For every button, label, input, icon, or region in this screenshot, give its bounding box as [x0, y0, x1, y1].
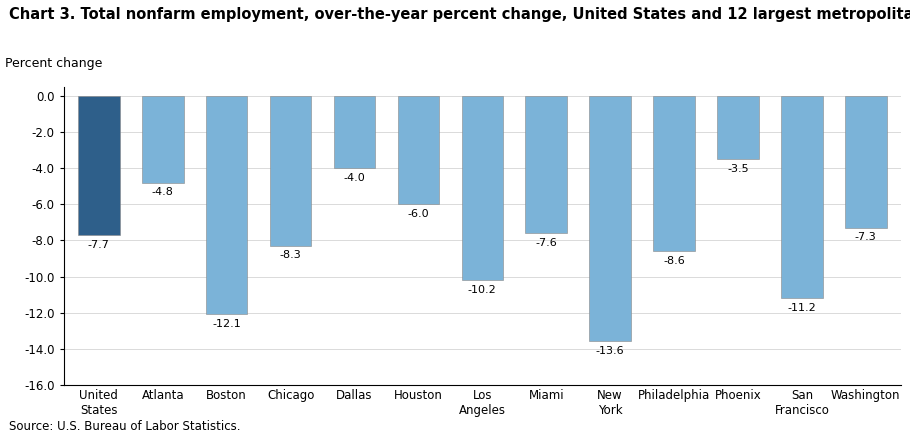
Text: -11.2: -11.2 [787, 302, 816, 312]
Bar [781, 97, 823, 298]
Text: -8.6: -8.6 [663, 256, 685, 266]
Bar [398, 97, 440, 205]
Text: -3.5: -3.5 [727, 164, 749, 174]
Text: -4.8: -4.8 [152, 187, 174, 198]
Bar [845, 97, 886, 228]
Text: Source: U.S. Bureau of Labor Statistics.: Source: U.S. Bureau of Labor Statistics. [9, 420, 240, 433]
Bar [525, 97, 567, 233]
Text: -4.0: -4.0 [344, 173, 365, 183]
Bar [590, 97, 631, 341]
Bar [142, 97, 184, 183]
Text: -10.2: -10.2 [468, 284, 497, 295]
Bar [334, 97, 375, 168]
Text: Chart 3. Total nonfarm employment, over-the-year percent change, United States a: Chart 3. Total nonfarm employment, over-… [9, 7, 910, 21]
Text: -13.6: -13.6 [596, 346, 624, 356]
Text: -7.7: -7.7 [88, 239, 110, 250]
Text: -7.6: -7.6 [535, 238, 557, 248]
Text: -8.3: -8.3 [279, 250, 301, 260]
Bar [206, 97, 248, 314]
Text: -7.3: -7.3 [854, 232, 876, 243]
Text: -6.0: -6.0 [408, 209, 430, 219]
Bar [78, 97, 119, 235]
Text: -12.1: -12.1 [212, 319, 241, 329]
Bar [717, 97, 759, 160]
Bar [461, 97, 503, 280]
Bar [269, 97, 311, 246]
Text: Percent change: Percent change [5, 56, 103, 69]
Bar [653, 97, 695, 251]
